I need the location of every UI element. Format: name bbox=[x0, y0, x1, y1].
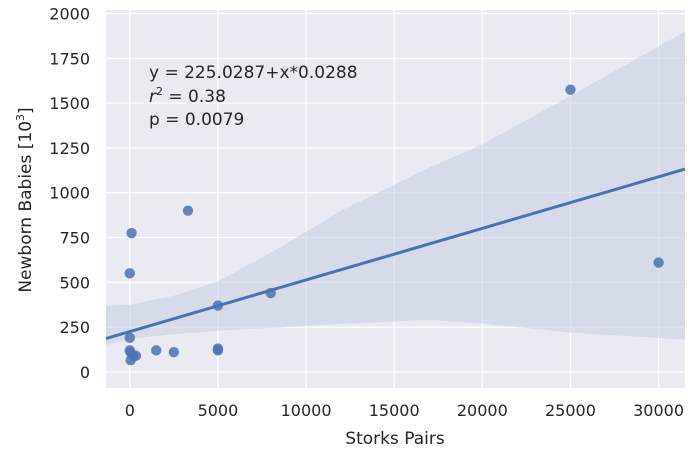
x-tick-label: 0 bbox=[125, 401, 135, 420]
data-point bbox=[565, 84, 576, 95]
data-point bbox=[653, 257, 664, 268]
data-points bbox=[124, 84, 664, 366]
x-tick-labels: 0 5000 10000 15000 20000 25000 30000 bbox=[125, 401, 684, 420]
y-tick-label: 1750 bbox=[49, 49, 90, 68]
y-tick-label: 1500 bbox=[49, 94, 90, 113]
x-tick-label: 30000 bbox=[633, 401, 684, 420]
r-squared-superscript: 2 bbox=[156, 85, 163, 98]
regression-equation: y = 225.0287+x*0.0288 bbox=[149, 63, 358, 83]
x-tick-label: 10000 bbox=[281, 401, 332, 420]
data-point bbox=[212, 343, 224, 354]
y-tick-label: 1000 bbox=[49, 184, 90, 203]
p-value-annotation: p = 0.0079 bbox=[149, 110, 244, 130]
confidence-band bbox=[106, 31, 685, 346]
data-point bbox=[182, 205, 194, 216]
data-point bbox=[124, 332, 135, 344]
x-axis-label: Storks Pairs bbox=[345, 429, 445, 449]
y-axis-label-main: Newborn Babies [10 bbox=[16, 121, 36, 293]
y-tick-label: 0 bbox=[80, 363, 90, 382]
data-point bbox=[125, 355, 136, 366]
y-tick-label: 1250 bbox=[49, 139, 90, 158]
data-point bbox=[126, 227, 137, 239]
x-tick-label: 5000 bbox=[198, 401, 239, 420]
y-axis-label-close: ] bbox=[16, 107, 36, 114]
y-tick-label: 250 bbox=[59, 318, 90, 337]
r-squared-value: = 0.38 bbox=[163, 87, 226, 107]
y-tick-label: 750 bbox=[59, 229, 90, 248]
r-squared-annotation: r2 = 0.38 bbox=[149, 85, 226, 107]
y-tick-labels: 0 250 500 750 1000 1250 1500 1750 2000 bbox=[49, 5, 90, 382]
y-axis-label: Newborn Babies [103] bbox=[14, 107, 36, 292]
regression-line bbox=[105, 167, 686, 340]
x-tick-label: 25000 bbox=[545, 401, 596, 420]
data-point bbox=[168, 346, 180, 358]
data-point bbox=[124, 268, 135, 279]
r-symbol: r bbox=[149, 87, 157, 107]
y-tick-label: 500 bbox=[59, 273, 90, 292]
data-point bbox=[151, 345, 162, 356]
x-tick-label: 20000 bbox=[457, 401, 508, 420]
x-tick-label: 15000 bbox=[369, 401, 420, 420]
y-axis-label-superscript: 3 bbox=[14, 114, 27, 121]
y-tick-label: 2000 bbox=[49, 5, 90, 24]
